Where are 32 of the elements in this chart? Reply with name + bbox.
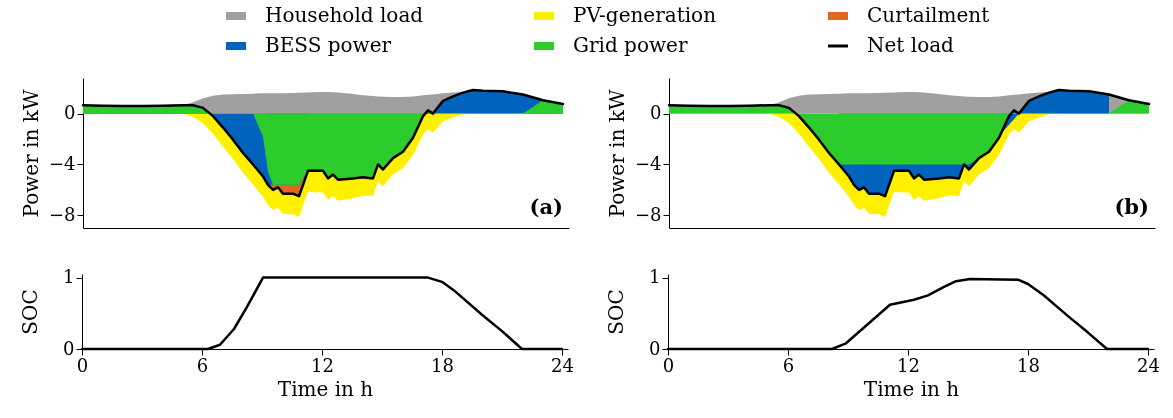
x-tick-label: 24 bbox=[1137, 354, 1160, 376]
x-tick-label: 24 bbox=[551, 354, 574, 376]
x-tick-label: 6 bbox=[196, 354, 209, 376]
y-tick-label: 0 bbox=[64, 102, 76, 124]
x-axis-title: Time in h bbox=[863, 376, 960, 401]
legend-label: BESS power bbox=[265, 33, 392, 57]
x-tick-label: 18 bbox=[1017, 354, 1040, 376]
y-tick-label: 0 bbox=[649, 337, 661, 359]
y-tick-label: −4 bbox=[48, 152, 76, 174]
y-tick-label: 1 bbox=[63, 266, 75, 288]
legend-label: PV-generation bbox=[573, 3, 717, 27]
y-tick-label: −8 bbox=[634, 203, 662, 225]
y-tick-label: −4 bbox=[634, 152, 662, 174]
x-tick-label: 18 bbox=[431, 354, 454, 376]
legend-label: Curtailment bbox=[867, 3, 990, 27]
y-tick-label: −8 bbox=[48, 203, 76, 225]
annotation: (a) bbox=[529, 194, 563, 219]
y-tick-label: 0 bbox=[63, 337, 75, 359]
annotation: (b) bbox=[1114, 194, 1149, 219]
y-axis-title: Power in kW bbox=[18, 89, 43, 218]
legend-label: Net load bbox=[867, 33, 955, 57]
y-axis-title: SOC bbox=[17, 289, 42, 335]
legend-label: Grid power bbox=[573, 33, 688, 57]
y-axis-title: Power in kW bbox=[604, 89, 629, 218]
y-tick-label: 1 bbox=[649, 266, 661, 288]
y-tick-label: 0 bbox=[650, 102, 662, 124]
y-axis-title: SOC bbox=[603, 289, 628, 335]
x-tick-label: 12 bbox=[897, 354, 920, 376]
x-tick-label: 6 bbox=[782, 354, 795, 376]
legend-label: Household load bbox=[265, 3, 424, 27]
x-tick-label: 12 bbox=[311, 354, 334, 376]
x-axis-title: Time in h bbox=[277, 376, 374, 401]
